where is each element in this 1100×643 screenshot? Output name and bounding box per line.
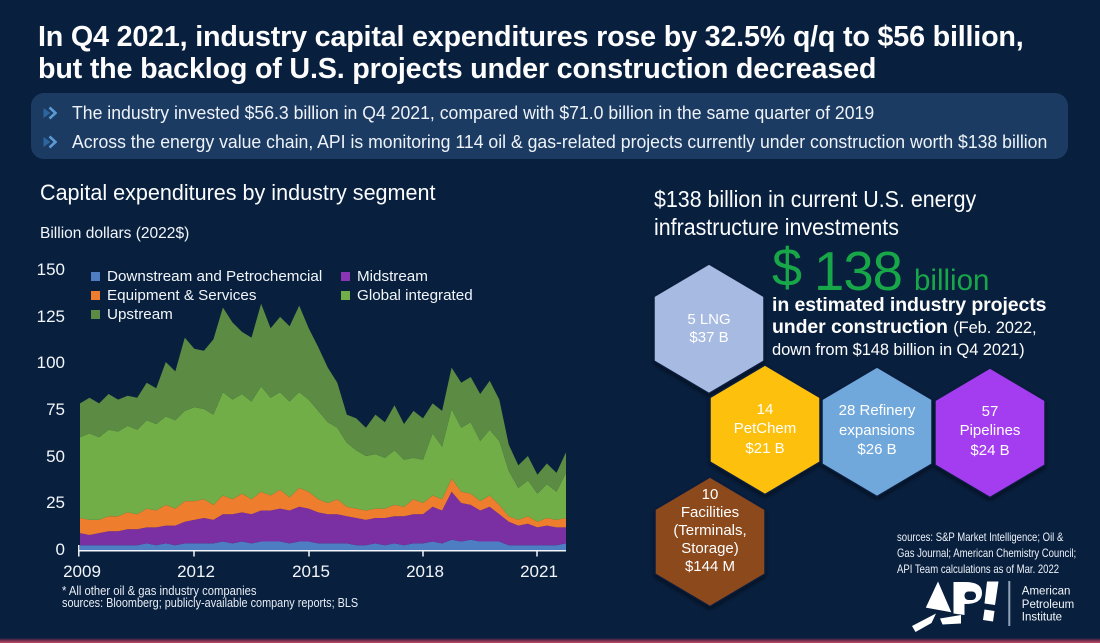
svg-text:American: American: [1022, 585, 1071, 597]
svg-text:Petroleum: Petroleum: [1022, 599, 1074, 611]
svg-text:Institute: Institute: [1022, 612, 1062, 624]
